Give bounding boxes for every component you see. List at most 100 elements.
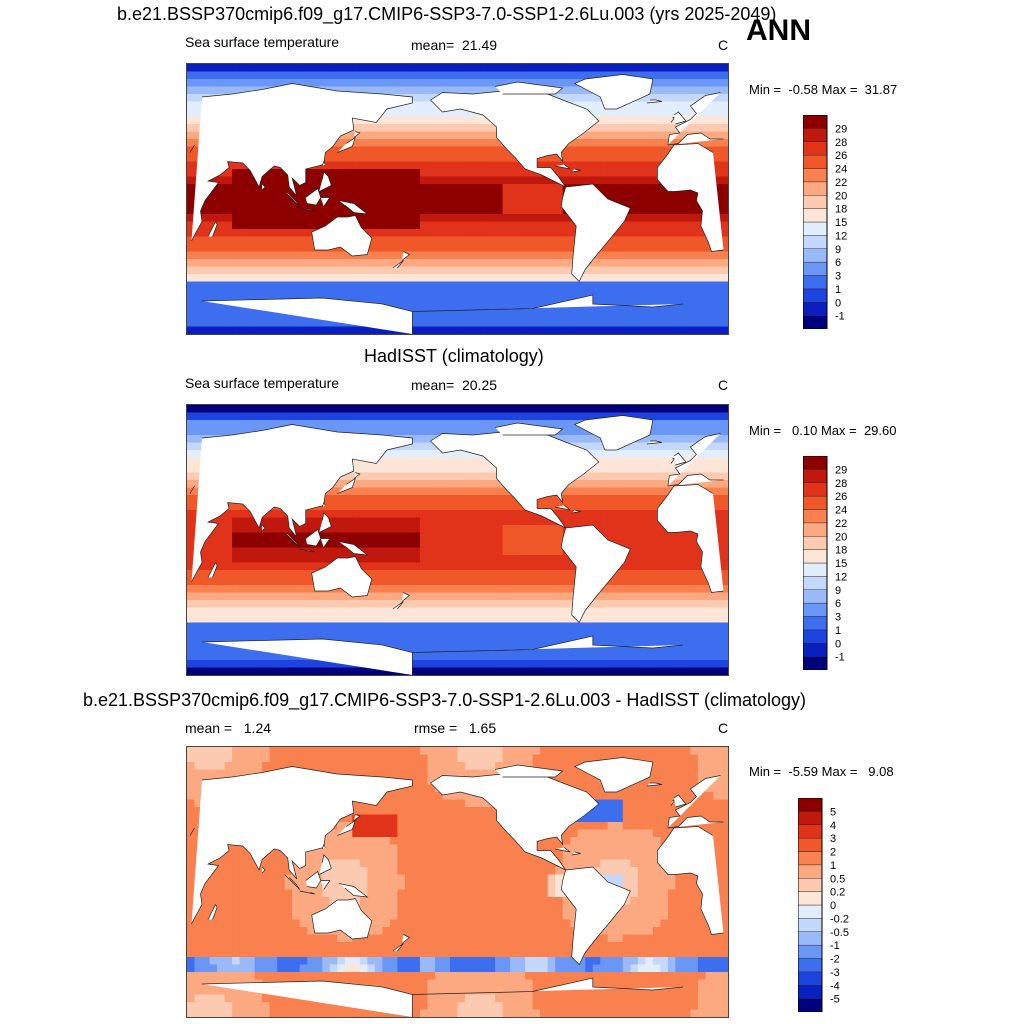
- field-cell: [720, 221, 728, 230]
- field-cell: [532, 214, 541, 223]
- field-cell: [540, 525, 549, 534]
- field-cell: [194, 645, 203, 654]
- field-cell: [667, 607, 676, 616]
- field-cell: [637, 64, 646, 73]
- field-cell: [472, 176, 481, 185]
- field-cell: [434, 465, 444, 474]
- field-cell: [577, 64, 586, 73]
- field-cell: [487, 146, 496, 155]
- field-cell: [292, 622, 301, 631]
- field-cell: [449, 296, 459, 305]
- field-cell: [292, 547, 301, 556]
- field-cell: [419, 296, 429, 305]
- field-cell: [442, 199, 451, 208]
- field-cell: [675, 555, 684, 564]
- field-cell: [434, 562, 444, 571]
- field-cell: [367, 184, 376, 193]
- field-cell: [329, 547, 338, 556]
- field-cell: [449, 139, 459, 148]
- field-cell: [480, 457, 489, 466]
- field-cell: [532, 236, 541, 245]
- field-cell: [660, 465, 669, 474]
- field-cell: [480, 221, 489, 230]
- field-cell: [314, 615, 323, 624]
- field-cell: [540, 244, 549, 253]
- field-cell: [442, 495, 451, 504]
- field-cell: [645, 607, 654, 616]
- field-cell: [299, 577, 308, 586]
- field-cell: [284, 236, 293, 245]
- field-cell: [532, 184, 541, 193]
- field-cell: [472, 221, 481, 230]
- field-cell: [480, 64, 489, 73]
- field-cell: [502, 206, 511, 215]
- field-cell: [652, 457, 661, 466]
- field-cell: [622, 622, 631, 631]
- field-cell: [419, 487, 429, 496]
- field-cell: [465, 191, 474, 200]
- field-cell: [720, 562, 728, 571]
- field-cell: [465, 259, 474, 268]
- field-cell: [690, 191, 699, 200]
- field-cell: [412, 304, 421, 313]
- field-cell: [194, 420, 203, 429]
- field-cell: [585, 146, 594, 155]
- field-cell: [495, 311, 504, 320]
- field-cell: [472, 585, 481, 594]
- field-cell: [510, 161, 519, 170]
- field-cell: [495, 630, 504, 639]
- field-cell: [502, 319, 511, 328]
- field-cell: [427, 221, 436, 230]
- field-cell: [442, 281, 451, 290]
- field-cell: [495, 154, 504, 163]
- field-cell: [299, 547, 308, 556]
- field-cell: [232, 615, 241, 624]
- field-cell: [525, 274, 534, 283]
- field-cell: [502, 289, 511, 298]
- field-cell: [660, 577, 669, 586]
- field-cell: [277, 281, 286, 290]
- field-cell: [194, 435, 203, 444]
- field-cell: [359, 206, 368, 215]
- field-cell: [712, 154, 722, 163]
- field-cell: [622, 607, 631, 616]
- field-cell: [682, 236, 692, 245]
- field-cell: [427, 304, 436, 313]
- field-cell: [645, 577, 654, 586]
- field-cell: [367, 405, 376, 414]
- field-cell: [532, 585, 541, 594]
- field-cell: [434, 251, 444, 260]
- field-cell: [577, 442, 586, 451]
- field-cell: [465, 319, 474, 328]
- field-cell: [495, 236, 504, 245]
- field-cell: [562, 259, 571, 268]
- field-cell: [224, 412, 233, 421]
- field-cell: [284, 585, 293, 594]
- field-cell: [607, 131, 616, 140]
- field-cell: [472, 274, 481, 283]
- field-cell: [570, 319, 579, 328]
- field-cell: [502, 607, 511, 616]
- field-cell: [359, 517, 368, 526]
- field-cell: [502, 154, 511, 163]
- field-cell: [510, 229, 519, 238]
- field-cell: [449, 405, 459, 414]
- field-cell: [389, 562, 398, 571]
- field-cell: [247, 79, 256, 88]
- field-cell: [682, 562, 692, 571]
- field-cell: [607, 577, 616, 586]
- field-cell: [472, 311, 481, 320]
- field-cell: [712, 622, 722, 631]
- field-cell: [465, 472, 474, 481]
- field-cell: [555, 600, 564, 609]
- field-cell: [397, 562, 406, 571]
- field-cell: [337, 169, 346, 178]
- field-cell: [472, 229, 481, 238]
- field-cell: [532, 176, 541, 185]
- field-cell: [284, 214, 293, 223]
- field-cell: [239, 251, 248, 260]
- field-cell: [389, 547, 398, 556]
- field-cell: [352, 139, 361, 148]
- field-cell: [442, 154, 451, 163]
- land-polygon: [353, 131, 361, 138]
